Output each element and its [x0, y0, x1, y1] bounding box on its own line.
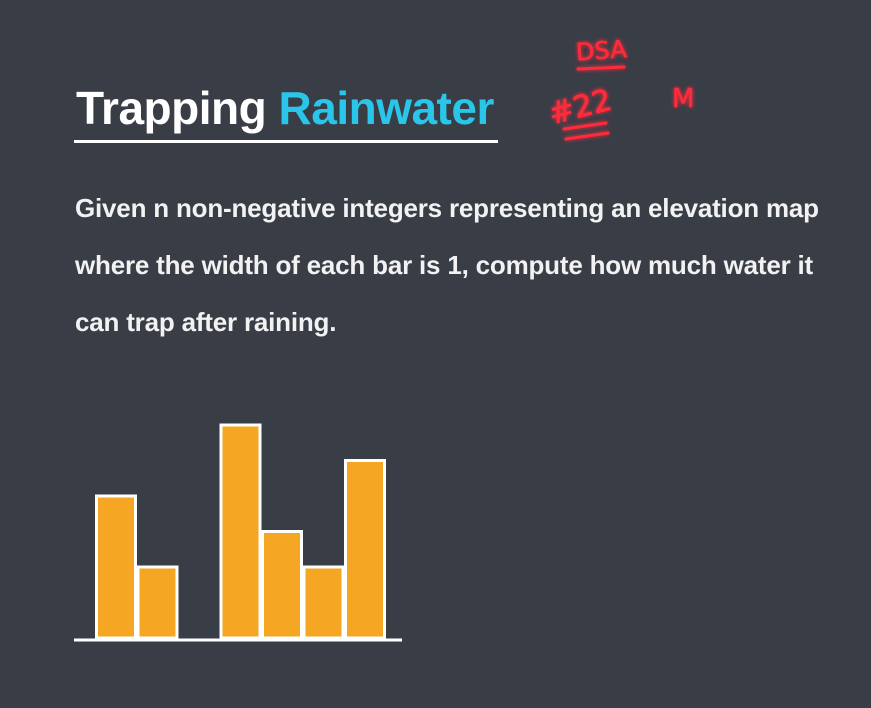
elevation-bar-1	[136, 565, 179, 640]
annotation-series-underline	[576, 65, 626, 71]
elevation-bar-3	[219, 423, 262, 640]
elevation-bar-4	[261, 530, 303, 640]
page-title: Trapping Rainwater	[76, 78, 494, 138]
title-word-trapping: Trapping	[76, 82, 267, 134]
title-underline	[74, 140, 498, 143]
handwritten-annotation: DSA #22 M	[545, 35, 695, 141]
elevation-bar-5	[302, 565, 345, 640]
annotation-number: #22	[545, 83, 615, 132]
elevation-bar-0	[95, 494, 137, 640]
annotation-number-underline-2	[564, 131, 610, 141]
annotation-number-underline-1	[562, 121, 608, 131]
title-word-rainwater: Rainwater	[278, 82, 495, 134]
annotation-difficulty: M	[672, 84, 694, 114]
elevation-bars	[95, 423, 386, 640]
elevation-bar-6	[344, 459, 386, 640]
annotation-series: DSA	[575, 35, 628, 67]
problem-description: Given n non-negative integers representi…	[75, 193, 819, 337]
elevation-map-chart	[74, 423, 402, 642]
